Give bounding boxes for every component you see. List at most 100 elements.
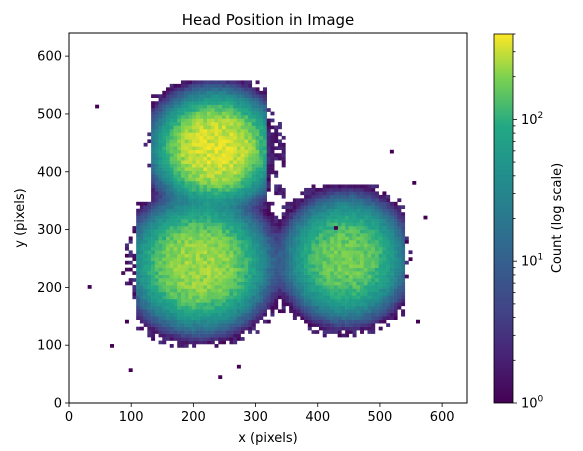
heatmap-cell <box>263 170 267 175</box>
heatmap-cell <box>240 281 245 286</box>
heatmap-cell <box>180 128 185 133</box>
heatmap-cell <box>363 198 368 203</box>
heatmap-cell <box>281 153 286 157</box>
heatmap-cell <box>195 132 200 137</box>
heatmap-cell <box>151 298 156 303</box>
heatmap-cell <box>322 309 327 314</box>
heatmap-cell <box>363 305 368 310</box>
heatmap-cell <box>218 239 223 244</box>
heatmap-cell <box>263 222 267 227</box>
heatmap-cell <box>356 208 361 213</box>
heatmap-cell <box>348 184 353 189</box>
heatmap-cell <box>363 191 368 196</box>
heatmap-cell <box>177 111 182 116</box>
heatmap-cell <box>259 246 264 251</box>
heatmap-cell <box>195 160 200 164</box>
heatmap-cell <box>289 292 294 296</box>
heatmap-cell <box>184 118 189 123</box>
heatmap-cell <box>240 118 245 123</box>
heatmap-cell <box>285 295 290 300</box>
heatmap-cell <box>240 257 245 262</box>
heatmap-cell <box>307 243 312 248</box>
heatmap-cell <box>393 271 398 275</box>
heatmap-cell <box>154 149 159 154</box>
heatmap-cell <box>162 215 167 220</box>
heatmap-cell <box>184 264 189 268</box>
heatmap-cell <box>274 239 279 244</box>
heatmap-cell <box>233 305 238 310</box>
heatmap-cell <box>199 292 204 296</box>
heatmap-cell <box>207 271 212 275</box>
heatmap-cell <box>322 260 327 265</box>
heatmap-cell <box>348 236 353 241</box>
heatmap-cell <box>169 108 174 112</box>
heatmap-cell <box>229 219 234 223</box>
heatmap-cell <box>218 267 223 272</box>
heatmap-cell <box>352 215 357 220</box>
heatmap-cell <box>240 212 245 216</box>
heatmap-cell <box>180 323 185 327</box>
heatmap-cell <box>199 246 204 251</box>
heatmap-cell <box>218 375 223 379</box>
heatmap-cell <box>203 333 208 338</box>
heatmap-cell <box>259 160 264 164</box>
heatmap-cell <box>378 312 383 317</box>
heatmap-cell <box>255 243 260 248</box>
heatmap-cell <box>192 319 197 324</box>
heatmap-cell <box>274 146 279 151</box>
heatmap-cell <box>221 271 226 275</box>
heatmap-cell <box>307 208 312 213</box>
heatmap-cell <box>192 333 197 338</box>
heatmap-cell <box>386 233 391 237</box>
heatmap-cell <box>255 198 260 203</box>
heatmap-cell <box>236 288 241 293</box>
heatmap-cell <box>229 326 234 331</box>
heatmap-cell <box>363 243 368 248</box>
heatmap-cell <box>270 167 275 171</box>
heatmap-cell <box>333 229 338 234</box>
heatmap-cell <box>136 302 141 307</box>
heatmap-cell <box>251 115 256 119</box>
heatmap-cell <box>143 288 148 293</box>
heatmap-cell <box>296 305 301 310</box>
heatmap-cell <box>184 167 189 171</box>
heatmap-cell <box>136 298 141 303</box>
heatmap-cell <box>292 226 297 230</box>
heatmap-cell <box>199 312 204 317</box>
heatmap-cell <box>371 264 376 268</box>
heatmap-cell <box>270 271 275 275</box>
heatmap-cell <box>154 146 159 151</box>
heatmap-cell <box>367 243 372 248</box>
heatmap-cell <box>225 233 230 237</box>
heatmap-cell <box>386 257 391 262</box>
heatmap-cell <box>177 191 182 196</box>
heatmap-cell <box>363 288 368 293</box>
heatmap-cell <box>240 87 245 92</box>
heatmap-cell <box>251 319 256 324</box>
heatmap-cell <box>225 90 230 95</box>
heatmap-cell <box>348 285 353 289</box>
heatmap-cell <box>367 233 372 237</box>
heatmap-cell <box>322 194 327 199</box>
heatmap-cell <box>147 246 152 251</box>
heatmap-cell <box>158 281 163 286</box>
heatmap-cell <box>203 340 208 345</box>
heatmap-cell <box>225 215 230 220</box>
heatmap-cell <box>255 229 260 234</box>
heatmap-cell <box>169 90 174 95</box>
heatmap-cell <box>322 316 327 320</box>
heatmap-cell <box>214 250 219 255</box>
heatmap-cell <box>207 83 212 88</box>
heatmap-cell <box>255 128 260 133</box>
heatmap-cell <box>363 222 368 227</box>
heatmap-cell <box>281 278 286 282</box>
heatmap-cell <box>203 149 208 154</box>
heatmap-cell <box>207 278 212 282</box>
heatmap-cell <box>236 309 241 314</box>
heatmap-cell <box>214 330 219 334</box>
heatmap-cell <box>180 215 185 220</box>
heatmap-cell <box>360 229 365 234</box>
heatmap-cell <box>296 257 301 262</box>
heatmap-cell <box>292 222 297 227</box>
heatmap-cell <box>386 226 391 230</box>
